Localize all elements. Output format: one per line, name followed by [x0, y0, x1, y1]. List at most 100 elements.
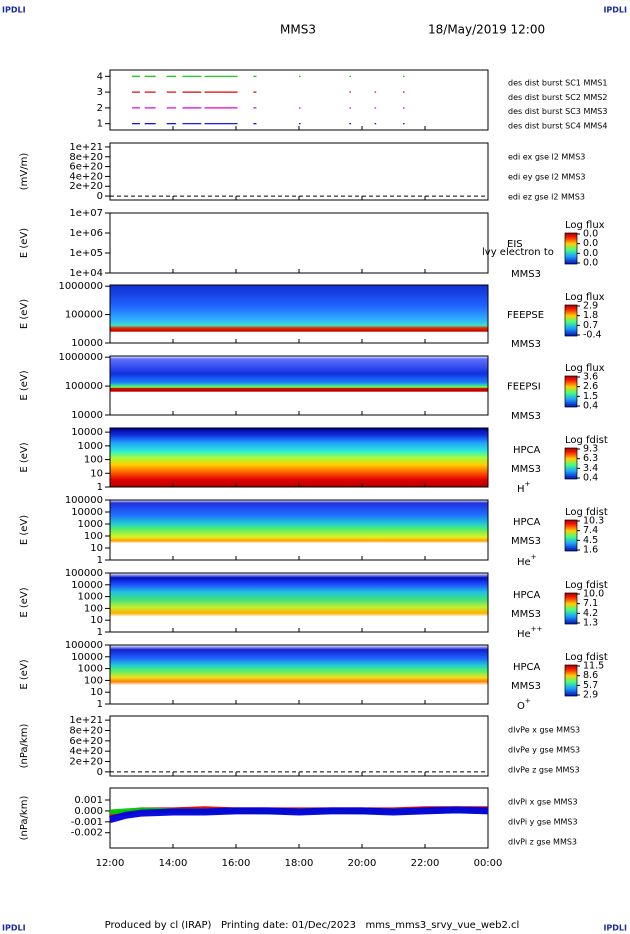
species-charge: + [525, 480, 531, 488]
y-tick-label: 10000 [71, 507, 103, 518]
colorbar-tick-label: 0.0 [583, 248, 598, 259]
y-tick-label: 100 [84, 675, 103, 686]
spacecraft-title: MMS3 [280, 23, 316, 37]
colorbar-tick-label: 0.4 [583, 401, 598, 412]
colorbar [564, 447, 578, 480]
colorbar-tick-label: 0.0 [583, 229, 598, 240]
colorbar-tick-label: 0.7 [583, 320, 598, 331]
spectrogram [110, 500, 488, 560]
colorbar-tick-label: 1.3 [583, 618, 598, 629]
colorbar-tick-label: 0.4 [583, 473, 598, 484]
x-tick-label: 14:00 [159, 858, 188, 869]
legend-entry: des dist burst SC3 MMS3 [508, 107, 607, 116]
y-tick-label: 8e+20 [69, 152, 103, 163]
colorbar-tick-label: 6.3 [583, 453, 598, 464]
corner-label: IPDLI [603, 6, 627, 15]
y-tick-label: -0.001 [71, 817, 103, 828]
x-tick-label: 12:00 [96, 858, 125, 869]
colorbar-title: Log fdist [565, 507, 608, 518]
x-tick-label: 16:00 [222, 858, 251, 869]
instrument-label: HPCA [513, 517, 541, 528]
species-label: He+ [517, 553, 537, 568]
colorbar [564, 232, 578, 265]
y-axis-label: (nPa/km) [19, 796, 30, 841]
y-axis-label: E (eV) [19, 442, 30, 472]
instrument-label: EIS [507, 239, 523, 250]
legend-entry: edi ex gse l2 MMS3 [508, 153, 585, 162]
colorbar-title: Log fdist [565, 580, 608, 591]
colorbar [564, 592, 578, 625]
colorbar-tick-label: 7.4 [583, 525, 598, 536]
y-axis-label: E (eV) [19, 370, 30, 400]
legend-entry: des dist burst SC4 MMS4 [508, 121, 607, 130]
y-tick-label: 0 [97, 767, 103, 778]
y-tick-label: 10000 [71, 338, 103, 349]
legend-entry: dIvPi z gse MMS3 [508, 838, 577, 847]
species-charge: ++ [531, 625, 543, 633]
colorbar-tick-label: 0.0 [583, 238, 598, 249]
colorbar-tick-label: 1.8 [583, 310, 598, 321]
legend-entry: edi ez gse l2 MMS3 [508, 193, 585, 202]
y-axis-label: (mV/m) [19, 153, 30, 191]
colorbar-tick-label: 0.0 [583, 258, 598, 269]
legend-entry: dIvPe x gse MMS3 [508, 726, 580, 735]
y-tick-label: 10 [90, 687, 103, 698]
y-tick-label: 100000 [65, 640, 103, 651]
y-axis-label: E (eV) [19, 587, 30, 617]
y-tick-label: 10000 [71, 580, 103, 591]
date-title: 18/May/2019 12:00 [428, 23, 545, 37]
y-tick-label: 1000000 [58, 281, 103, 292]
species-base: He [517, 557, 531, 568]
instrument-label: HPCA [513, 662, 541, 673]
y-tick-label: 1e+21 [69, 715, 103, 726]
corner-label: IPDLI [2, 924, 26, 933]
species-label: O+ [517, 697, 531, 712]
colorbar-title: Log fdist [565, 652, 608, 663]
y-tick-label: 1 [97, 119, 103, 130]
species-label: H+ [517, 480, 531, 495]
y-tick-label: 6e+20 [69, 736, 103, 747]
y-tick-label: 10000 [71, 652, 103, 663]
y-tick-label: 100000 [65, 495, 103, 506]
y-tick-label: 100000 [65, 310, 103, 321]
y-tick-label: 10 [90, 615, 103, 626]
legend-entry: dIvPi x gse MMS3 [508, 798, 578, 807]
colorbar [564, 519, 578, 552]
colorbar-tick-label: 10.3 [583, 516, 604, 527]
legend-entry: des dist burst SC2 MMS2 [508, 93, 607, 102]
x-tick-label: 18:00 [285, 858, 314, 869]
y-tick-label: 1e+06 [69, 228, 103, 239]
spectrogram [110, 645, 488, 704]
y-tick-label: 1000 [78, 592, 103, 603]
y-tick-label: 100 [84, 603, 103, 614]
colorbar-tick-label: 7.1 [583, 598, 598, 609]
y-tick-label: 3 [97, 87, 103, 98]
colorbar-tick-label: 2.6 [583, 381, 598, 392]
y-tick-label: 4e+20 [69, 746, 103, 757]
colorbar [564, 664, 578, 697]
species-base: He [517, 629, 531, 640]
colorbar-tick-label: -0.4 [583, 330, 602, 341]
colorbar-tick-label: 1.5 [583, 391, 598, 402]
species-charge: + [531, 553, 537, 561]
x-tick-label: 20:00 [348, 858, 377, 869]
y-tick-label: 100 [84, 531, 103, 542]
y-tick-label: 2e+20 [69, 757, 103, 768]
y-tick-label: 1000000 [58, 352, 103, 363]
instrument-label: HPCA [513, 590, 541, 601]
colorbar-tick-label: 10.0 [583, 589, 604, 600]
y-tick-label: 1 [97, 555, 103, 566]
colorbar [564, 375, 578, 408]
y-tick-label: 0.000 [74, 806, 103, 817]
colorbar-tick-label: 9.3 [583, 444, 598, 455]
legend-entry: dIvPe z gse MMS3 [508, 766, 580, 775]
colorbar-tick-label: 11.5 [583, 661, 604, 672]
spacecraft-label: MMS3 [511, 411, 541, 422]
spacecraft-label: MMS3 [511, 681, 541, 692]
corner-label: IPDLI [2, 6, 26, 15]
spacecraft-label: MMS3 [511, 339, 541, 350]
y-axis-label: (nPa/km) [19, 724, 30, 769]
x-tick-label: 00:00 [474, 858, 503, 869]
y-tick-label: 2 [97, 103, 103, 114]
y-axis-label: E (eV) [19, 228, 30, 258]
